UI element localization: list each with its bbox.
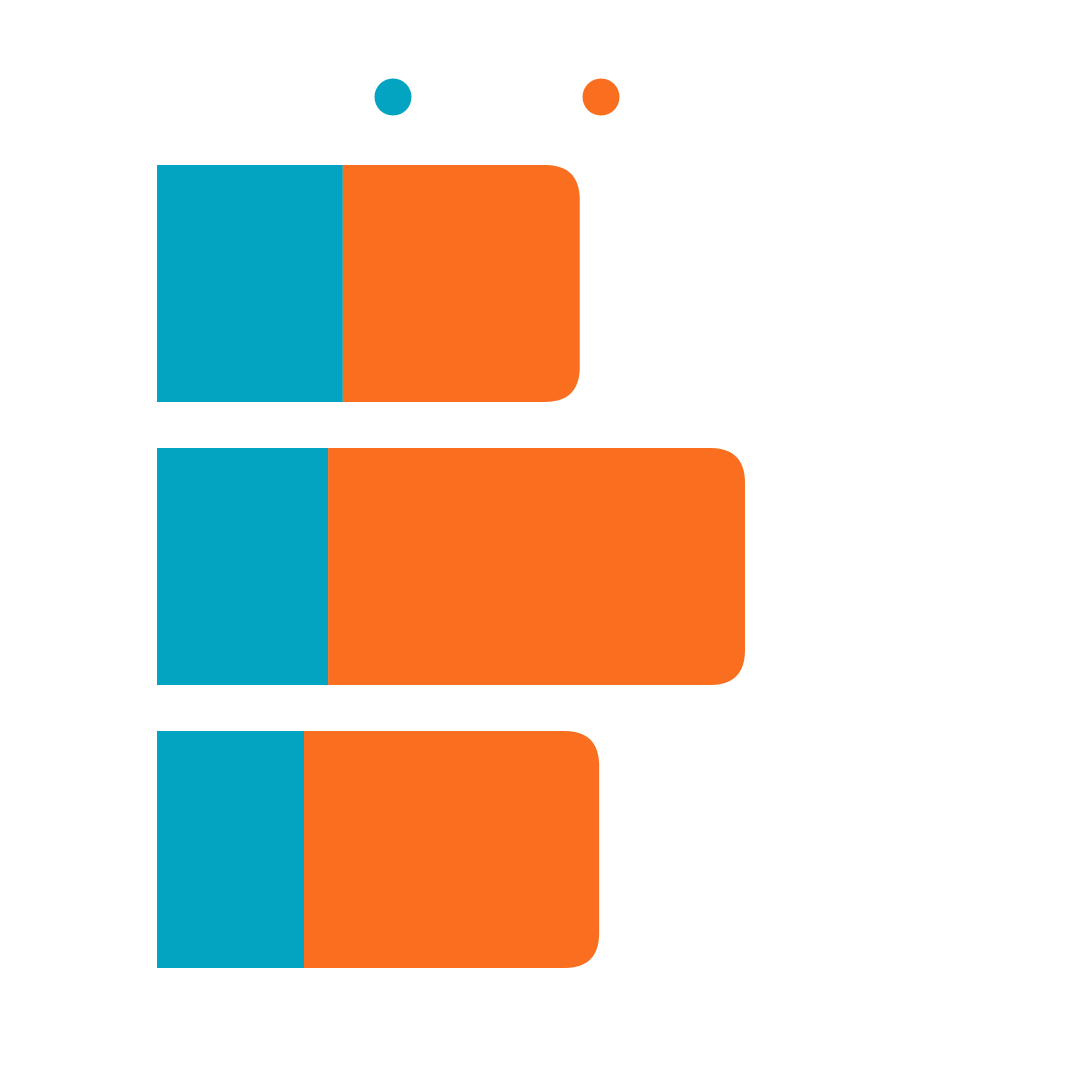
bar-row-1-series-1 xyxy=(157,165,343,402)
legend-marker-series-2[interactable] xyxy=(582,78,620,116)
bar-row-3-series-2 xyxy=(304,731,600,968)
bar-row-2-series-2 xyxy=(328,448,745,685)
bar-row-1-series-2 xyxy=(342,165,580,402)
bar-row-3-series-1 xyxy=(157,731,304,968)
bar-row-2-series-1 xyxy=(157,448,329,685)
legend-marker-series-1[interactable] xyxy=(374,78,412,116)
